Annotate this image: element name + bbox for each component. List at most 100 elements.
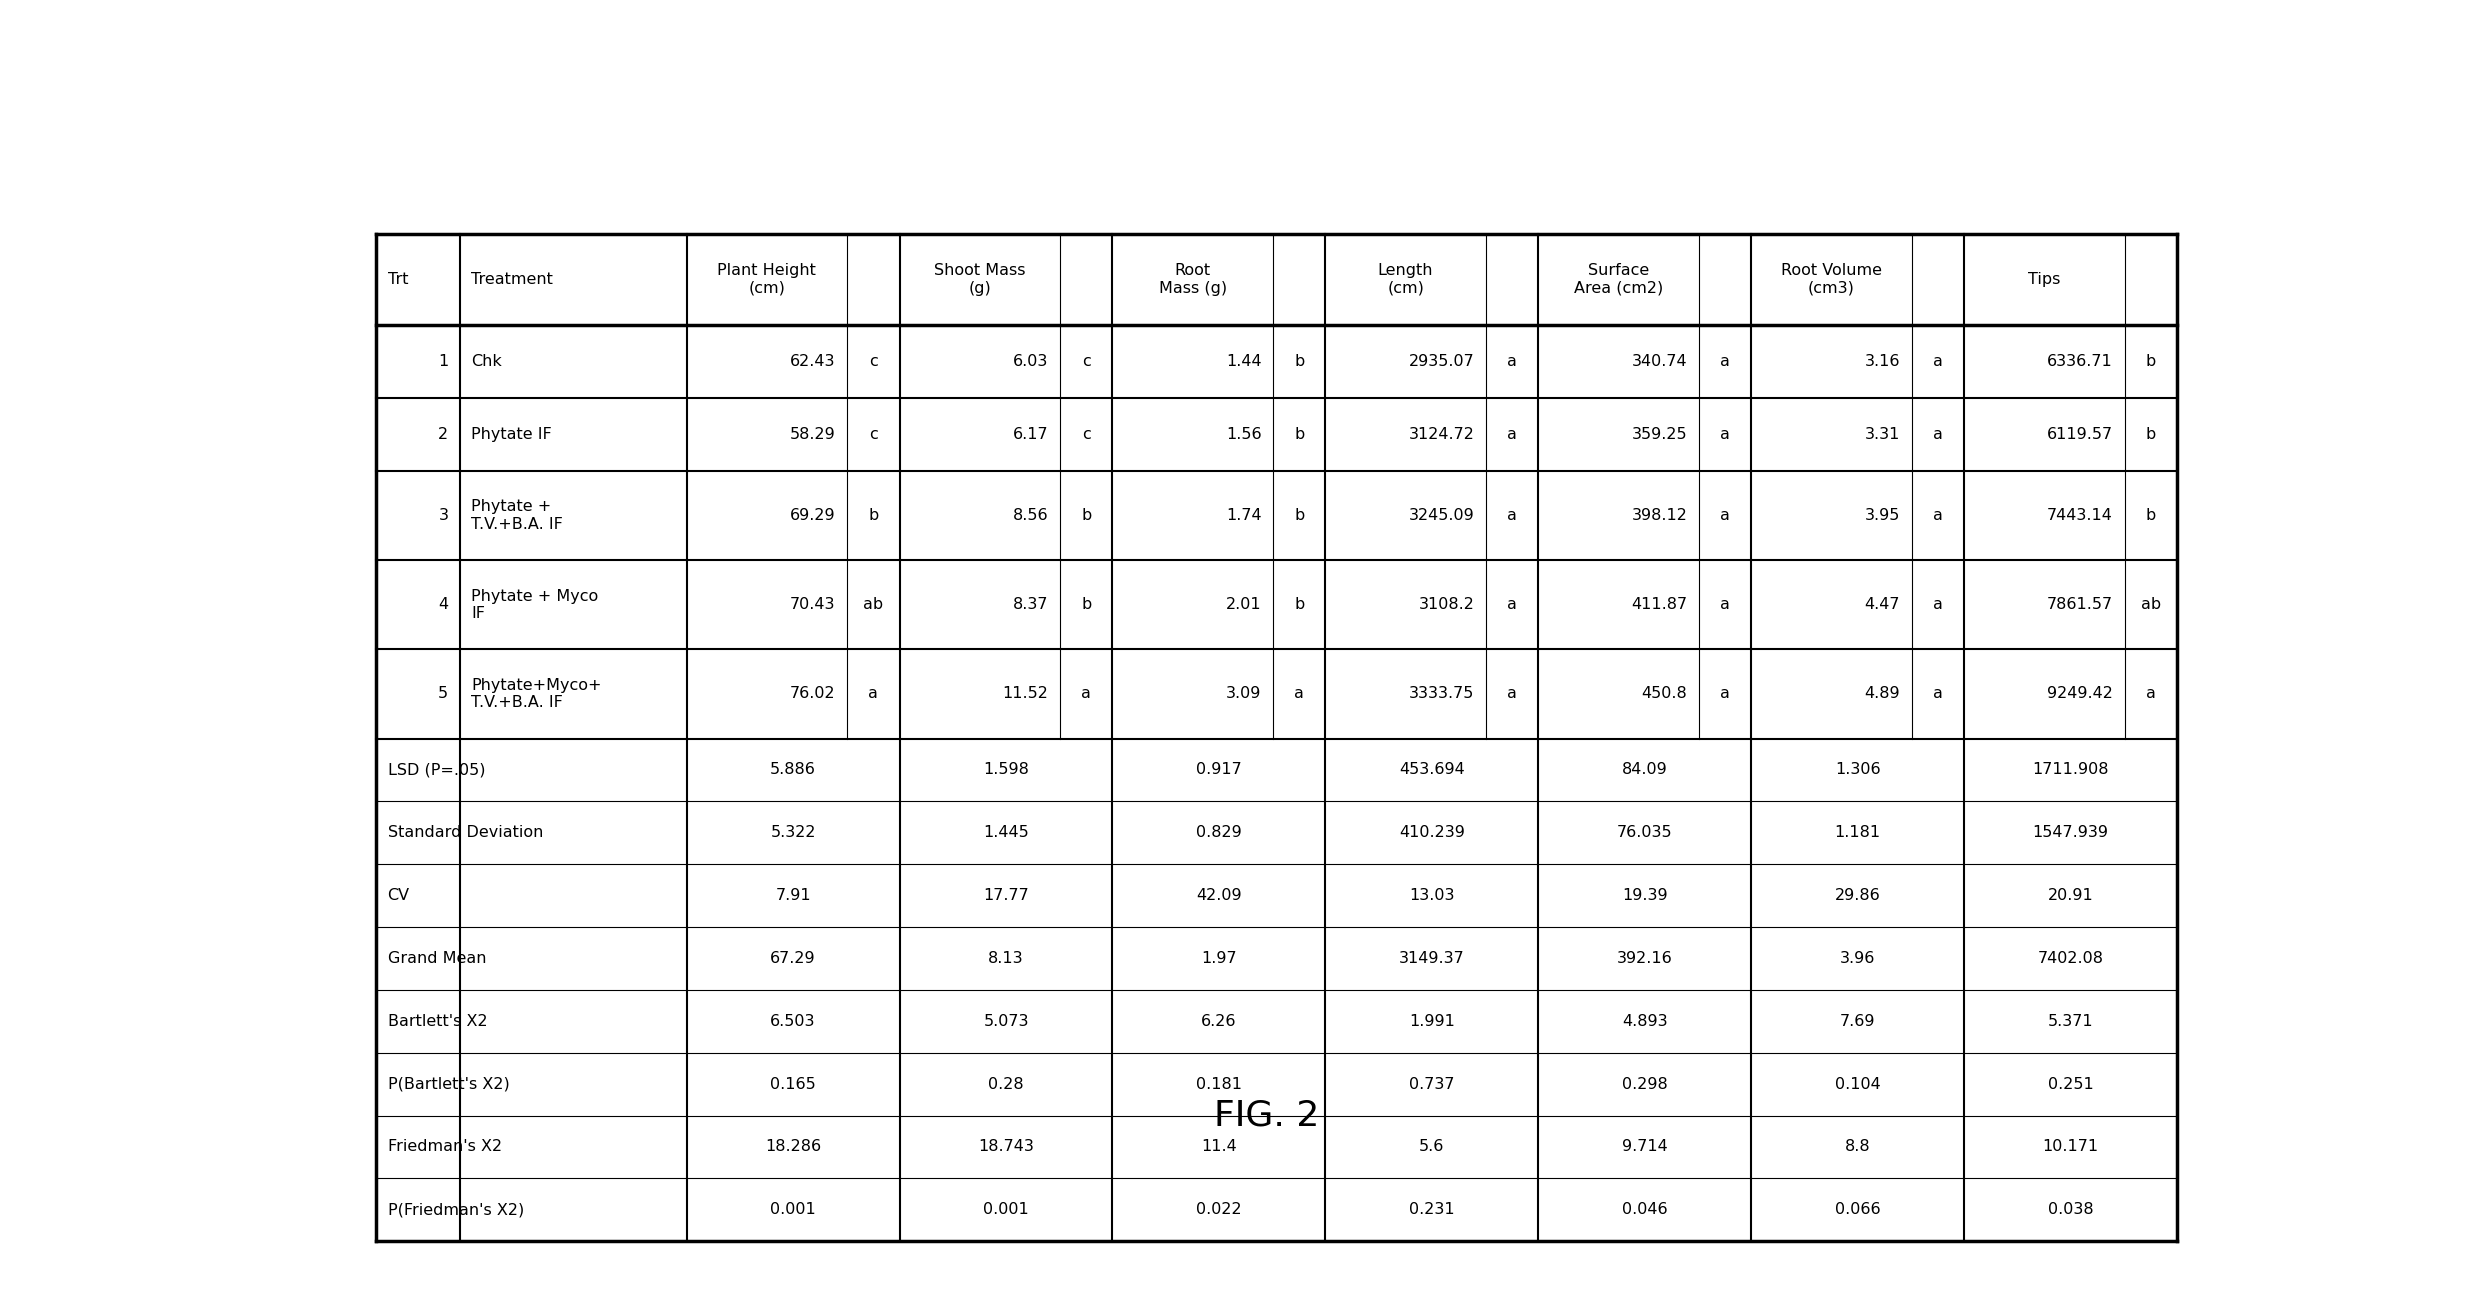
Text: Bartlett's X2: Bartlett's X2: [388, 1013, 487, 1029]
Text: LSD (P=.05): LSD (P=.05): [388, 762, 485, 778]
Text: Phytate +
T.V.+B.A. IF: Phytate + T.V.+B.A. IF: [472, 499, 564, 532]
Text: 0.165: 0.165: [771, 1076, 816, 1091]
Text: 5: 5: [438, 687, 447, 701]
Text: 13.03: 13.03: [1409, 888, 1454, 903]
Text: 0.28: 0.28: [989, 1076, 1023, 1091]
Text: 1547.939: 1547.939: [2032, 825, 2109, 841]
Text: 5.886: 5.886: [771, 762, 816, 778]
Text: Friedman's X2: Friedman's X2: [388, 1140, 502, 1154]
Text: 11.52: 11.52: [1004, 687, 1048, 701]
Text: 4.893: 4.893: [1622, 1013, 1669, 1029]
Text: 1.97: 1.97: [1201, 951, 1236, 966]
Text: 3.31: 3.31: [1864, 428, 1901, 442]
Text: Grand Mean: Grand Mean: [388, 951, 487, 966]
Text: 9249.42: 9249.42: [2047, 687, 2114, 701]
Text: 70.43: 70.43: [791, 597, 836, 612]
Text: 4.89: 4.89: [1864, 687, 1901, 701]
Text: a: a: [1080, 687, 1090, 701]
Text: b: b: [1080, 597, 1093, 612]
Text: c: c: [870, 428, 878, 442]
Text: 76.02: 76.02: [791, 687, 836, 701]
Text: 3245.09: 3245.09: [1409, 508, 1473, 524]
Text: 0.046: 0.046: [1622, 1203, 1669, 1217]
Text: 6.503: 6.503: [771, 1013, 816, 1029]
Text: 3.95: 3.95: [1864, 508, 1901, 524]
Text: 67.29: 67.29: [771, 951, 816, 966]
Text: b: b: [2146, 508, 2156, 524]
Text: 9.714: 9.714: [1622, 1140, 1669, 1154]
Text: 7402.08: 7402.08: [2037, 951, 2104, 966]
Text: 1.56: 1.56: [1226, 428, 1261, 442]
Text: b: b: [2146, 428, 2156, 442]
Text: a: a: [1933, 687, 1943, 701]
Text: a: a: [1933, 428, 1943, 442]
Text: 3.96: 3.96: [1839, 951, 1876, 966]
Text: Surface
Area (cm2): Surface Area (cm2): [1575, 263, 1664, 296]
Text: a: a: [1933, 597, 1943, 612]
Text: 1.991: 1.991: [1409, 1013, 1454, 1029]
Text: 0.001: 0.001: [984, 1203, 1028, 1217]
Text: 6.17: 6.17: [1014, 428, 1048, 442]
Text: 3: 3: [438, 508, 447, 524]
Text: Chk: Chk: [472, 354, 502, 368]
Text: 84.09: 84.09: [1622, 762, 1669, 778]
Text: 10.171: 10.171: [2042, 1140, 2099, 1154]
Text: Trt: Trt: [388, 272, 408, 287]
Text: 0.104: 0.104: [1834, 1076, 1881, 1091]
Text: c: c: [870, 354, 878, 368]
Text: 5.6: 5.6: [1419, 1140, 1444, 1154]
Text: c: c: [1083, 428, 1090, 442]
Text: 7.91: 7.91: [776, 888, 811, 903]
Text: 6336.71: 6336.71: [2047, 354, 2114, 368]
Text: 359.25: 359.25: [1632, 428, 1688, 442]
Text: 1: 1: [438, 354, 447, 368]
Text: 18.743: 18.743: [979, 1140, 1033, 1154]
Text: Plant Height
(cm): Plant Height (cm): [717, 263, 816, 296]
Text: 76.035: 76.035: [1617, 825, 1674, 841]
Text: 0.038: 0.038: [2047, 1203, 2094, 1217]
Text: Root
Mass (g): Root Mass (g): [1159, 263, 1226, 296]
Text: a: a: [1721, 508, 1730, 524]
Text: 410.239: 410.239: [1399, 825, 1466, 841]
Text: a: a: [1295, 687, 1305, 701]
Text: Phytate + Myco
IF: Phytate + Myco IF: [472, 588, 598, 621]
Text: 3.09: 3.09: [1226, 687, 1261, 701]
Text: 0.298: 0.298: [1622, 1076, 1669, 1091]
Text: ab: ab: [2141, 597, 2161, 612]
Text: a: a: [1721, 428, 1730, 442]
Text: 6119.57: 6119.57: [2047, 428, 2114, 442]
Text: 0.066: 0.066: [1834, 1203, 1881, 1217]
Text: 7861.57: 7861.57: [2047, 597, 2114, 612]
Text: 0.251: 0.251: [2047, 1076, 2094, 1091]
Text: 8.13: 8.13: [989, 951, 1023, 966]
Text: b: b: [868, 508, 878, 524]
Text: 2: 2: [438, 428, 447, 442]
Text: b: b: [1293, 508, 1305, 524]
Text: 392.16: 392.16: [1617, 951, 1674, 966]
Text: 398.12: 398.12: [1632, 508, 1688, 524]
Text: c: c: [1083, 354, 1090, 368]
Text: P(Bartlett's X2): P(Bartlett's X2): [388, 1076, 509, 1091]
Text: a: a: [1508, 597, 1518, 612]
Text: a: a: [1721, 354, 1730, 368]
Text: 340.74: 340.74: [1632, 354, 1688, 368]
Text: FIG. 2: FIG. 2: [1214, 1099, 1320, 1133]
Text: 19.39: 19.39: [1622, 888, 1669, 903]
Text: 450.8: 450.8: [1641, 687, 1688, 701]
Text: Length
(cm): Length (cm): [1377, 263, 1434, 296]
Text: 6.03: 6.03: [1014, 354, 1048, 368]
Text: a: a: [1508, 354, 1518, 368]
Text: 0.231: 0.231: [1409, 1203, 1454, 1217]
Text: 5.371: 5.371: [2047, 1013, 2094, 1029]
Text: 42.09: 42.09: [1196, 888, 1241, 903]
Text: a: a: [868, 687, 878, 701]
Text: 1711.908: 1711.908: [2032, 762, 2109, 778]
Text: 453.694: 453.694: [1399, 762, 1466, 778]
Text: 69.29: 69.29: [791, 508, 836, 524]
Text: 1.181: 1.181: [1834, 825, 1881, 841]
Text: 7.69: 7.69: [1839, 1013, 1876, 1029]
Text: 1.445: 1.445: [984, 825, 1028, 841]
Text: 4.47: 4.47: [1864, 597, 1901, 612]
Text: 2935.07: 2935.07: [1409, 354, 1473, 368]
Text: a: a: [2146, 687, 2156, 701]
